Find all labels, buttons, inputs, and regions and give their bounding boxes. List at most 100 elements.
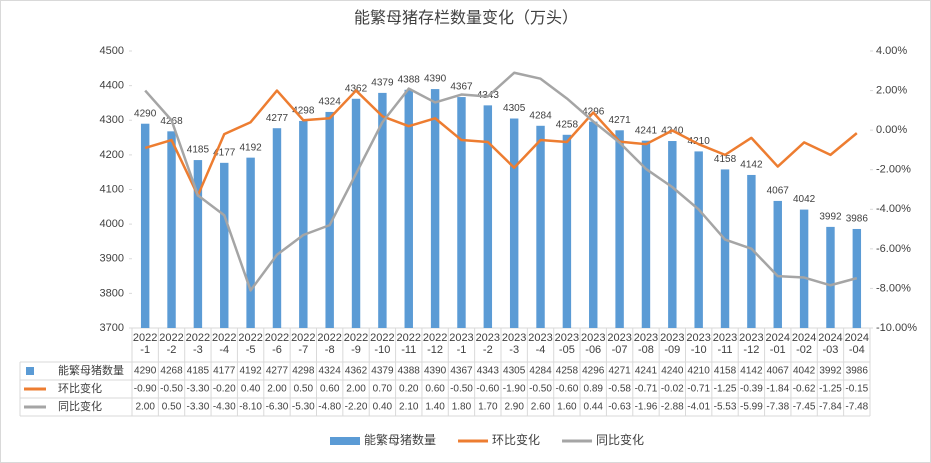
bar xyxy=(562,134,572,328)
x-tick-label-box: 2022-11 xyxy=(396,332,420,356)
bar xyxy=(773,200,782,328)
legend-label: 能繁母猪数量 xyxy=(58,363,124,377)
bar xyxy=(167,131,176,328)
table-value: 1.60 xyxy=(557,402,577,413)
x-tick-label: 2022-5 xyxy=(238,332,263,356)
legend-label: 同比变化 xyxy=(596,432,644,447)
table-value: 2.00 xyxy=(135,402,155,413)
y2-tick-label: -8.00% xyxy=(876,282,911,294)
x-tick-label: 2023-06 xyxy=(580,332,606,356)
table-value: 2.00 xyxy=(346,384,366,395)
table-value: 4277 xyxy=(266,366,289,377)
x-tick-label: 2022-6 xyxy=(264,332,290,356)
table-value: 0.60 xyxy=(425,384,445,395)
legend-label: 同比变化 xyxy=(58,399,102,413)
data-label: 4298 xyxy=(292,106,315,117)
table-value: 4298 xyxy=(292,366,315,377)
bar xyxy=(272,128,282,328)
x-tick-label: 2023-07 xyxy=(607,332,632,356)
legend-swatch xyxy=(330,437,360,445)
data-label: 4390 xyxy=(424,74,447,85)
x-tick-label: 2023-09 xyxy=(660,332,685,356)
table-value: -0.60 xyxy=(555,384,578,395)
data-label: 4192 xyxy=(239,142,262,153)
table-value: 4296 xyxy=(582,366,605,377)
table-value: -0.15 xyxy=(845,384,868,395)
data-label: 3992 xyxy=(819,212,842,223)
table-value: -6.30 xyxy=(266,402,289,413)
x-tick-label: 2022-8 xyxy=(317,332,342,356)
x-tick-label: 2023-10 xyxy=(686,332,711,356)
bar xyxy=(668,141,677,328)
x-tick-label: 2022-10 xyxy=(370,332,395,356)
table-value: -1.25 xyxy=(819,384,842,395)
bar xyxy=(351,98,361,328)
x-tick-label: 2023-2 xyxy=(475,332,501,356)
legend-swatch xyxy=(26,367,34,375)
bar xyxy=(457,97,466,329)
table-value: -1.96 xyxy=(635,402,658,413)
data-label: 4305 xyxy=(503,103,526,114)
table-value: -2.20 xyxy=(345,402,368,413)
legend-label: 环比变化 xyxy=(58,381,102,395)
x-tick-label: 2024-02 xyxy=(791,332,817,356)
table-value: -4.01 xyxy=(687,402,710,413)
data-label: 4362 xyxy=(345,83,368,94)
table-value: -5.99 xyxy=(740,402,763,413)
y-tick-label: 4300 xyxy=(100,114,124,126)
table-value: -0.71 xyxy=(687,384,710,395)
table-value: -3.30 xyxy=(186,402,209,413)
table-value: 2.00 xyxy=(267,384,287,395)
table-value: 4271 xyxy=(608,366,631,377)
y-tick-label: 4500 xyxy=(100,45,124,57)
table-value: -3.30 xyxy=(186,384,209,395)
table-value: 4390 xyxy=(424,366,447,377)
table-value: -5.53 xyxy=(714,402,737,413)
table-value: 1.70 xyxy=(478,402,498,413)
y-tick-label: 4000 xyxy=(100,218,124,230)
bar xyxy=(799,209,809,328)
table-value: 4258 xyxy=(556,366,579,377)
x-tick-label-box: 2022-9 xyxy=(344,332,368,356)
table-value: 0.40 xyxy=(241,384,261,395)
chart-title: 能繁母猪存栏数量变化（万头） xyxy=(354,9,578,27)
table-value: 4379 xyxy=(371,366,394,377)
x-tick-label-box: 2024-01 xyxy=(765,332,789,356)
bar xyxy=(246,157,255,328)
table-value: 4388 xyxy=(398,366,421,377)
table-value: 0.20 xyxy=(399,384,419,395)
table-value: 0.50 xyxy=(294,384,314,395)
data-label: 4241 xyxy=(635,125,658,136)
data-label: 4290 xyxy=(134,108,157,119)
x-tick-label: 2022-7 xyxy=(291,332,316,356)
y-tick-label: 4400 xyxy=(100,80,124,92)
table-value: -0.50 xyxy=(160,384,183,395)
table-value: -0.71 xyxy=(635,384,658,395)
data-label: 4324 xyxy=(319,97,342,108)
x-tick-label-box: 2022-10 xyxy=(370,332,395,356)
x-tick-label-box: 2023-12 xyxy=(739,332,763,356)
bar xyxy=(378,92,387,329)
bar xyxy=(325,111,334,328)
bar xyxy=(220,162,229,328)
x-tick-label: 2023-08 xyxy=(633,332,659,356)
data-label: 4210 xyxy=(688,136,711,147)
x-tick-label: 2023-3 xyxy=(501,332,527,356)
table-value: 4343 xyxy=(477,366,500,377)
x-tick-label-box: 2022-2 xyxy=(159,332,183,356)
table-value: 4305 xyxy=(503,366,526,377)
bar xyxy=(720,169,730,328)
data-label: 3986 xyxy=(846,214,869,225)
table-value: -0.90 xyxy=(134,384,157,395)
x-tick-label: 2022-3 xyxy=(185,332,211,356)
x-tick-label-box: 2022-12 xyxy=(422,332,448,356)
table-value: -2.88 xyxy=(661,402,684,413)
bar xyxy=(404,89,413,328)
x-tick-label-box: 2022-4 xyxy=(212,332,236,356)
y-tick-label: 4100 xyxy=(100,183,124,195)
x-tick-label: 2022-12 xyxy=(422,332,448,356)
table-value: 4158 xyxy=(714,366,737,377)
table-value: 0.44 xyxy=(584,402,604,413)
bar xyxy=(826,226,835,328)
table-value: 4142 xyxy=(740,366,763,377)
